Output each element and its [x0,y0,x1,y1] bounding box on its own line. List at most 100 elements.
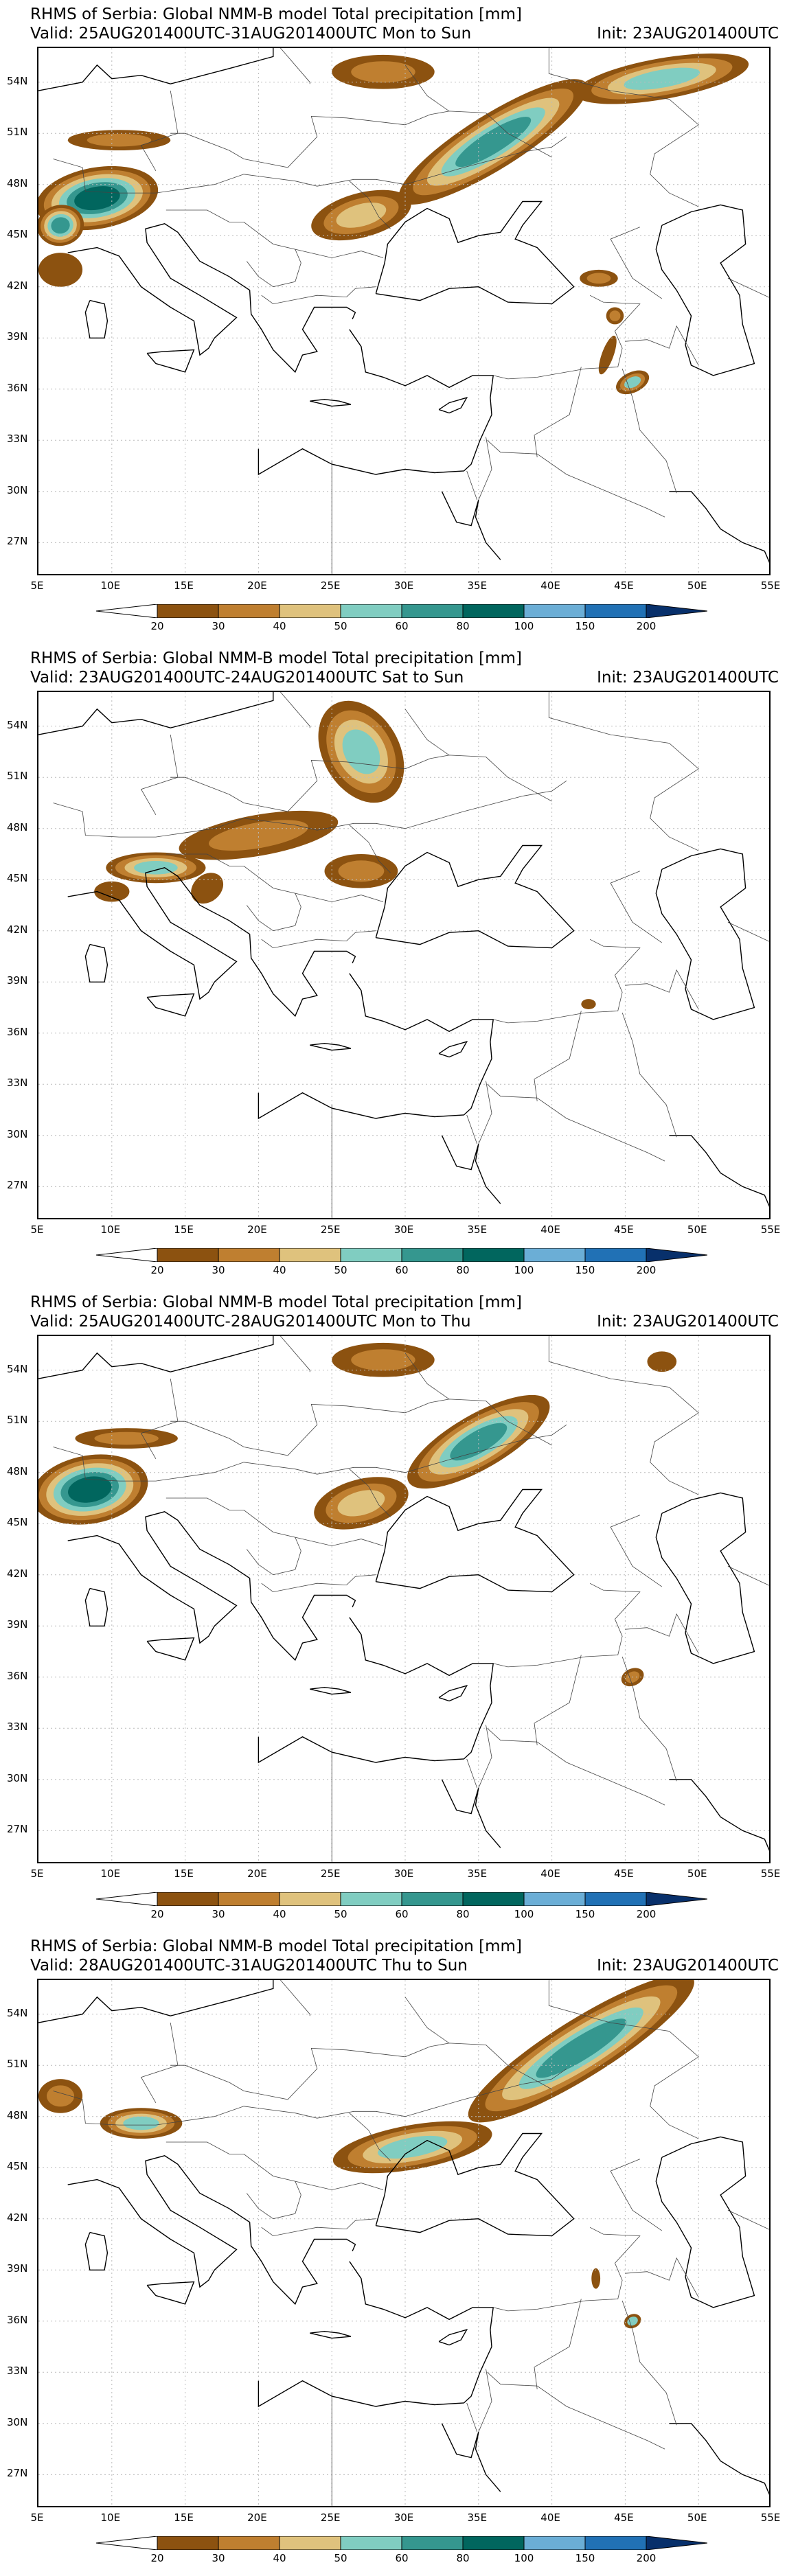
lon-tick-label: 50E [687,2511,707,2524]
precip-map-panel-3: RHMS of Serbia: Global NMM-B model Total… [0,1288,798,1932]
panel-title: RHMS of Serbia: Global NMM-B model Total… [30,649,522,667]
lat-tick-label: 30N [7,1127,28,1140]
country-border [349,181,391,229]
precip-contour [94,1431,159,1445]
precip-map-panel-2: RHMS of Serbia: Global NMM-B model Total… [0,644,798,1288]
colorbar-label: 200 [636,1264,657,1276]
lat-tick-label: 51N [7,1414,28,1427]
colorbar-over-triangle [646,1892,707,1906]
lat-tick-label: 45N [7,1516,28,1529]
colorbar-over-triangle [646,2536,707,2550]
lon-tick-label: 15E [174,579,194,592]
precip-contour [586,273,611,284]
coastline [441,1135,501,1204]
precip-contour [338,860,385,882]
colorbar-over-triangle [646,604,707,618]
country-border [53,2068,567,2126]
lon-tick-label: 45E [614,1867,634,1880]
precip-contour [68,1476,112,1503]
lat-tick-label: 27N [7,2467,28,2480]
colorbar-segment [218,1248,280,1262]
lon-tick-label: 45E [614,579,634,592]
coastline [146,349,195,373]
coastline [67,1511,356,1661]
coastline [258,973,494,1120]
coastline [310,1686,352,1695]
colorbar-label: 80 [456,2552,470,2564]
colorbar-segment [523,1892,586,1906]
country-border [404,65,450,112]
country-border [534,367,582,458]
lon-tick-label: 45E [614,1223,634,1236]
colorbar-segment [157,1248,219,1262]
lat-tick-label: 54N [7,74,28,87]
lon-tick-label: 50E [687,1223,707,1236]
lat-tick-label: 39N [7,330,28,343]
precip-map-panel-1: RHMS of Serbia: Global NMM-B model Total… [0,0,798,644]
precip-contour [581,999,596,1009]
colorbar-segment [401,1248,464,1262]
colorbar-label: 50 [334,1908,347,1920]
country-border [166,2141,301,2220]
lat-tick-label: 33N [7,433,28,446]
country-border [727,1565,769,1586]
coastline [669,1135,769,1208]
lon-tick-label: 50E [687,579,707,592]
colorbar [96,604,707,618]
colorbar-label: 100 [514,620,534,632]
country-border [261,930,376,949]
colorbar-label: 20 [150,620,164,632]
lon-tick-label: 30E [394,579,414,592]
lat-tick-label: 48N [7,1464,28,1477]
lat-tick-label: 42N [7,923,28,936]
lat-tick-label: 27N [7,535,28,548]
coastline [84,2231,109,2270]
coastline [84,299,109,338]
country-border [625,969,699,1010]
colorbar-over-triangle [646,1248,707,1262]
coastline [375,1488,575,1593]
init-time: Init: 23AUG201400UTC [597,1313,779,1331]
lat-tick-label: 36N [7,381,28,394]
precip-contour [342,729,380,774]
colorbar-segment [218,604,280,618]
coastline [38,1336,274,1379]
country-border [166,1497,301,1576]
country-border [295,893,384,902]
colorbar-label: 30 [212,1908,225,1920]
init-time: Init: 23AUG201400UTC [597,25,779,43]
lon-tick-label: 5E [30,1223,44,1236]
map-canvas [38,692,769,1218]
lon-tick-label: 30E [394,2511,414,2524]
precip-map [37,1335,771,1863]
colorbar-label: 30 [212,1264,225,1276]
colorbar-segment [584,604,647,618]
colorbar-label: 200 [636,1908,657,1920]
country-border [140,1379,179,1459]
lon-tick-label: 50E [687,1867,707,1880]
country-border [170,755,552,812]
colorbar-segment [218,2536,280,2550]
country-border [261,2218,376,2237]
colorbar-segment [401,604,464,618]
lat-tick-label: 27N [7,1823,28,1836]
coastline [375,2132,575,2237]
country-border [727,2209,769,2230]
country-border [487,1728,665,1806]
colorbar-segment [279,604,341,618]
lat-tick-label: 36N [7,1025,28,1038]
country-border [548,1980,699,2139]
colorbar-label: 40 [273,620,286,632]
lat-tick-label: 45N [7,872,28,885]
country-border [478,1725,492,1789]
country-border [166,853,301,932]
country-border [280,692,310,728]
coastline [38,1980,274,2023]
lon-tick-label: 55E [760,579,781,592]
country-border [727,277,769,298]
precip-contour [450,1423,508,1461]
colorbar-segment [340,604,402,618]
country-border [170,2043,552,2100]
colorbar-segment [523,2536,586,2550]
country-border [622,1656,677,1782]
